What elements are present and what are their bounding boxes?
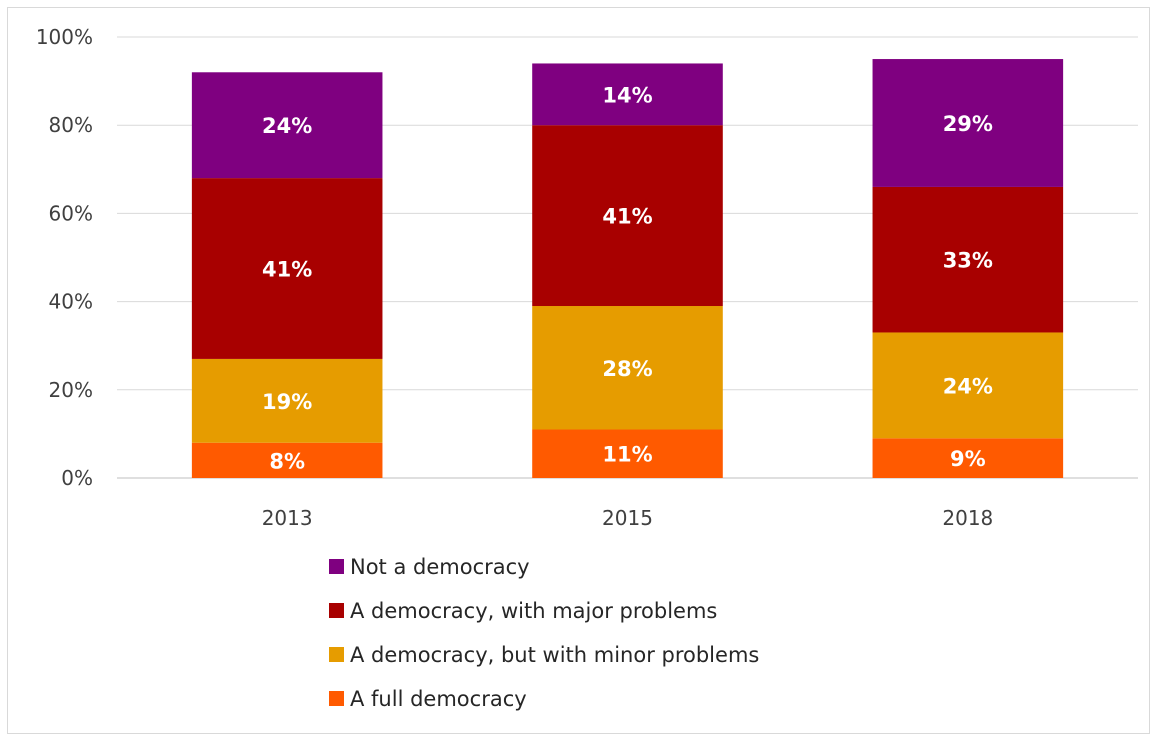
x-axis-ticks: 2013 2015 2018 [262,506,994,530]
data-label: 33% [943,249,993,273]
bar-segment [532,63,723,126]
bar-segment [191,358,383,443]
bar-segment [191,72,383,179]
data-label: 29% [943,112,993,136]
x-tick-label: 2013 [262,506,313,530]
data-label: 9% [950,447,986,471]
legend-swatch [329,559,344,574]
bar-segment [191,442,383,478]
bar-segment [872,186,1064,333]
x-tick-label: 2018 [942,506,993,530]
y-tick-label: 20% [49,378,93,402]
bar-segment [191,178,383,359]
bars: 8% 19% 41% 24% 11% 28% 41% 14% 9% 24% 33% 29% [191,59,1064,478]
data-label: 19% [262,390,312,414]
data-label: 8% [269,449,305,473]
x-tick-label: 2015 [602,506,653,530]
bar-segment [532,306,723,430]
y-axis-ticks: 0% 20% 40% 60% 80% 100% [36,25,93,490]
bar-segment [532,125,723,307]
y-tick-label: 40% [49,290,93,314]
data-label: 24% [943,374,993,398]
y-tick-label: 80% [49,113,93,137]
legend-swatch [329,603,344,618]
data-label: 11% [602,443,652,467]
legend-label: Not a democracy [350,555,530,579]
data-label: 14% [602,83,652,107]
legend-swatch [329,647,344,662]
y-tick-label: 60% [49,201,93,225]
bar-segment [532,429,723,478]
bar-segment [872,59,1064,187]
bar-segment [872,438,1064,478]
legend-swatch [329,691,344,706]
legend: Not a democracy A democracy, with major p… [329,555,759,711]
legend-label: A full democracy [350,687,527,711]
bar-segment [872,332,1064,439]
y-tick-label: 0% [61,466,93,490]
y-tick-label: 100% [36,25,93,49]
legend-label: A democracy, but with minor problems [350,643,759,667]
legend-label: A democracy, with major problems [350,599,717,623]
data-label: 41% [602,205,652,229]
data-label: 28% [602,357,652,381]
data-label: 24% [262,114,312,138]
data-label: 41% [262,258,312,282]
